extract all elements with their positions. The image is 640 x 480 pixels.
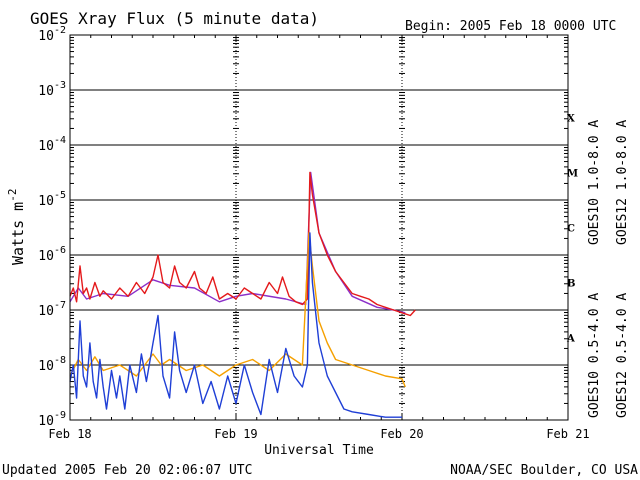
- updated-label: Updated 2005 Feb 20 02:06:07 UTC: [2, 463, 252, 478]
- grid: [69, 35, 569, 420]
- y-tick-label: 10-6: [38, 245, 66, 264]
- series-line: [69, 171, 416, 317]
- y-tick-label: 10-7: [38, 300, 66, 319]
- flare-class-label: M: [567, 169, 578, 180]
- series-line: [69, 232, 402, 418]
- legend-entry: GOES12 0.5-4.0 A: [615, 293, 630, 418]
- flare-class-label: A: [566, 334, 575, 345]
- y-tick-label: 10-2: [38, 25, 66, 44]
- y-tick-labels: 10-9 10-8 10-7 10-6 10-5 10-4 10-3 10-2: [38, 25, 66, 429]
- legend: GOES10 1.0-8.0 A GOES12 1.0-8.0 A GOES10 0…: [587, 120, 630, 418]
- flare-class-label: X: [567, 114, 575, 125]
- y-axis-label: Watts m-2: [6, 189, 27, 265]
- legend-entry: GOES10 0.5-4.0 A: [587, 293, 602, 418]
- flare-class-labels: A B C M X: [566, 114, 578, 345]
- begin-label: Begin: 2005 Feb 18 0000 UTC: [405, 19, 616, 34]
- flare-class-label: C: [567, 224, 575, 235]
- x-tick-label: Feb 21: [546, 427, 589, 441]
- plot-frame: [69, 34, 569, 421]
- x-tick-labels: Feb 18 Feb 19 Feb 20 Feb 21: [48, 427, 589, 441]
- x-tick-label: Feb 18: [48, 427, 91, 441]
- series-line: [69, 171, 406, 314]
- series-line: [69, 232, 406, 388]
- y-tick-label: 10-9: [38, 410, 66, 429]
- x-axis-label: Universal Time: [264, 443, 374, 458]
- flare-class-label: B: [567, 279, 575, 290]
- y-tick-label: 10-5: [38, 190, 66, 209]
- legend-entry: GOES10 1.0-8.0 A: [587, 120, 602, 245]
- x-tick-label: Feb 19: [214, 427, 257, 441]
- source-label: NOAA/SEC Boulder, CO USA: [450, 463, 638, 478]
- y-tick-label: 10-8: [38, 355, 66, 374]
- y-tick-label: 10-4: [38, 135, 66, 154]
- x-tick-label: Feb 20: [380, 427, 423, 441]
- series-lines: [69, 171, 416, 418]
- chart-title: GOES Xray Flux (5 minute data): [30, 9, 319, 28]
- legend-entry: GOES12 1.0-8.0 A: [615, 120, 630, 245]
- y-tick-label: 10-3: [38, 80, 66, 99]
